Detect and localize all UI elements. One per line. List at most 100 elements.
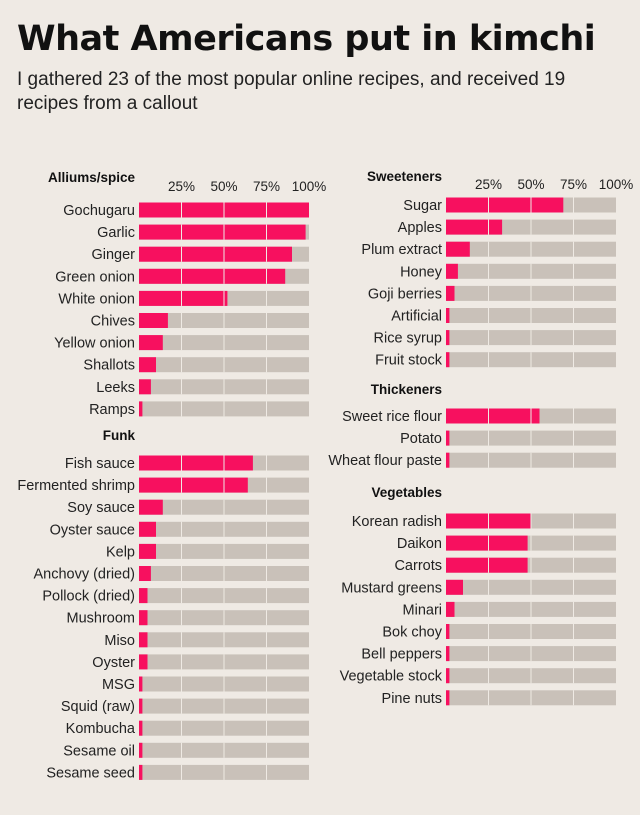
- category-label: Daikon: [397, 536, 442, 552]
- category-label: Anchovy (dried): [33, 567, 135, 583]
- category-label: Mustard greens: [341, 580, 442, 596]
- panel-funk: Funk Fish sauce Fermented shrimp Soy sauce O…: [17, 428, 309, 781]
- bar: [139, 543, 156, 559]
- category-label: White onion: [58, 291, 135, 307]
- bar: [446, 690, 450, 706]
- bar: [446, 430, 450, 446]
- tick-label: 50%: [517, 177, 544, 192]
- category-label: Soy sauce: [67, 500, 135, 516]
- bar: [139, 566, 151, 581]
- tick-label: 25%: [475, 177, 502, 192]
- bar: [446, 624, 450, 639]
- bar: [139, 654, 148, 670]
- tick-label: 100%: [599, 177, 634, 192]
- tick-label: 75%: [253, 179, 280, 194]
- bar: [446, 285, 455, 301]
- bar: [446, 408, 540, 424]
- category-label: Sugar: [403, 198, 442, 214]
- category-label: Sweet rice flour: [342, 409, 442, 425]
- category-label: Plum extract: [361, 242, 442, 258]
- bar: [139, 499, 163, 515]
- bar: [139, 401, 143, 417]
- bar: [139, 313, 168, 328]
- category-label: Kombucha: [66, 721, 136, 737]
- category-label: Ramps: [89, 402, 135, 418]
- section-title: Alliums/spice: [48, 170, 136, 185]
- bar: [446, 330, 450, 346]
- category-label: Fermented shrimp: [17, 478, 135, 494]
- bar: [139, 379, 151, 395]
- category-label: Fruit stock: [375, 353, 443, 369]
- bar: [139, 335, 163, 351]
- bar: [139, 246, 292, 262]
- category-label: Goji berries: [368, 286, 442, 302]
- category-label: Bell peppers: [361, 647, 442, 663]
- bar: [139, 632, 148, 648]
- bar: [139, 610, 148, 626]
- section-title: Sweeteners: [367, 169, 442, 184]
- category-label: Leeks: [96, 380, 135, 396]
- panel-thickeners: Thickeners Sweet rice flour Potato Wheat fl…: [328, 382, 616, 469]
- tick-label: 75%: [560, 177, 587, 192]
- bar: [139, 521, 156, 537]
- bar: [446, 668, 450, 684]
- category-label: Potato: [400, 431, 442, 447]
- bar: [139, 357, 156, 373]
- category-label: Minari: [403, 602, 442, 618]
- category-label: Honey: [400, 264, 443, 280]
- section-title: Thickeners: [371, 382, 442, 397]
- bar: [446, 646, 450, 662]
- category-label: Pine nuts: [382, 691, 442, 707]
- category-label: Fish sauce: [65, 456, 135, 472]
- bar: [446, 352, 450, 368]
- bar: [139, 698, 143, 714]
- category-label: Garlic: [97, 225, 135, 241]
- tick-label: 50%: [210, 179, 237, 194]
- category-label: Bok choy: [382, 625, 442, 641]
- page-title: What Americans put in kimchi: [17, 19, 596, 59]
- category-label: Carrots: [394, 558, 442, 574]
- bar: [139, 268, 286, 284]
- bar: [446, 197, 564, 213]
- bar: [139, 224, 306, 240]
- category-label: Artificial: [391, 309, 442, 325]
- category-label: Korean radish: [352, 514, 442, 530]
- category-label: Vegetable stock: [340, 669, 443, 685]
- bar: [446, 308, 450, 323]
- category-label: Shallots: [83, 358, 135, 374]
- section-title: Funk: [103, 428, 136, 443]
- panel-vegetables: Vegetables Korean radish Daikon Carrots Must…: [340, 485, 616, 707]
- category-label: Sesame seed: [46, 765, 135, 781]
- bar: [139, 720, 143, 736]
- category-label: Mushroom: [67, 611, 136, 627]
- category-label: Apples: [398, 220, 442, 236]
- category-label: Miso: [104, 633, 135, 649]
- category-label: Oyster sauce: [50, 522, 135, 538]
- section-title: Vegetables: [371, 485, 442, 500]
- tick-label: 100%: [292, 179, 327, 194]
- category-label: Rice syrup: [374, 331, 443, 347]
- category-label: MSG: [102, 677, 135, 693]
- category-label: Squid (raw): [61, 699, 135, 715]
- bar: [446, 219, 503, 235]
- tick-label: 25%: [168, 179, 195, 194]
- bar: [139, 764, 143, 780]
- bar: [139, 742, 143, 758]
- bar: [139, 290, 228, 306]
- panel-sweeteners: Sweeteners 25% 50% 75% 100% Sugar Apples Plum e…: [361, 169, 633, 369]
- bar: [139, 676, 143, 692]
- category-label: Green onion: [55, 269, 135, 285]
- bar: [446, 241, 470, 257]
- category-label: Ginger: [91, 247, 135, 263]
- category-label: Yellow onion: [54, 336, 135, 352]
- panel-alliums-spice: Alliums/spice 25% 50% 75% 100% Gochugaru Garli…: [48, 170, 326, 418]
- bar: [139, 588, 148, 604]
- category-label: Chives: [91, 314, 135, 330]
- bar: [446, 579, 463, 595]
- category-label: Pollock (dried): [42, 589, 135, 605]
- bar: [446, 557, 528, 573]
- category-label: Sesame oil: [63, 743, 135, 759]
- category-label: Oyster: [92, 655, 135, 671]
- bar: [446, 601, 455, 617]
